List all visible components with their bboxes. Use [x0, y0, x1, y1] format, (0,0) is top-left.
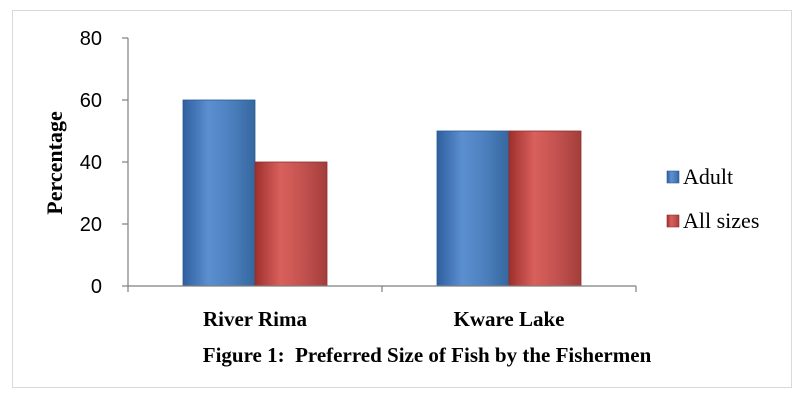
y-tick-label: 80	[80, 28, 102, 50]
legend-label-adult: Adult	[683, 164, 733, 189]
bar-all-sizes-river-rima	[254, 161, 328, 287]
legend-swatch-adult	[666, 170, 680, 184]
bars-layer	[182, 99, 582, 287]
x-category-label: Kware Lake	[453, 307, 564, 331]
bar-adult-kware-lake	[436, 130, 510, 287]
y-ticks: 0 20 40 60 80	[80, 28, 128, 298]
figure-caption: Figure 1: Preferred Size of Fish by the …	[203, 343, 652, 367]
bar-all-sizes-kware-lake	[508, 130, 582, 287]
legend-swatch-all-sizes	[666, 214, 680, 228]
x-ticks: River Rima Kware Lake	[127, 286, 637, 331]
y-tick-label: 0	[91, 276, 102, 298]
y-axis-label: Percentage	[42, 111, 67, 215]
legend-label-all-sizes: All sizes	[683, 208, 759, 233]
y-tick-label: 40	[80, 152, 102, 174]
bar-adult-river-rima	[182, 99, 256, 287]
chart-frame	[12, 10, 792, 388]
y-tick-label: 20	[80, 214, 102, 236]
x-category-label: River Rima	[203, 307, 308, 331]
y-tick-label: 60	[80, 90, 102, 112]
legend: Adult All sizes	[666, 164, 759, 233]
